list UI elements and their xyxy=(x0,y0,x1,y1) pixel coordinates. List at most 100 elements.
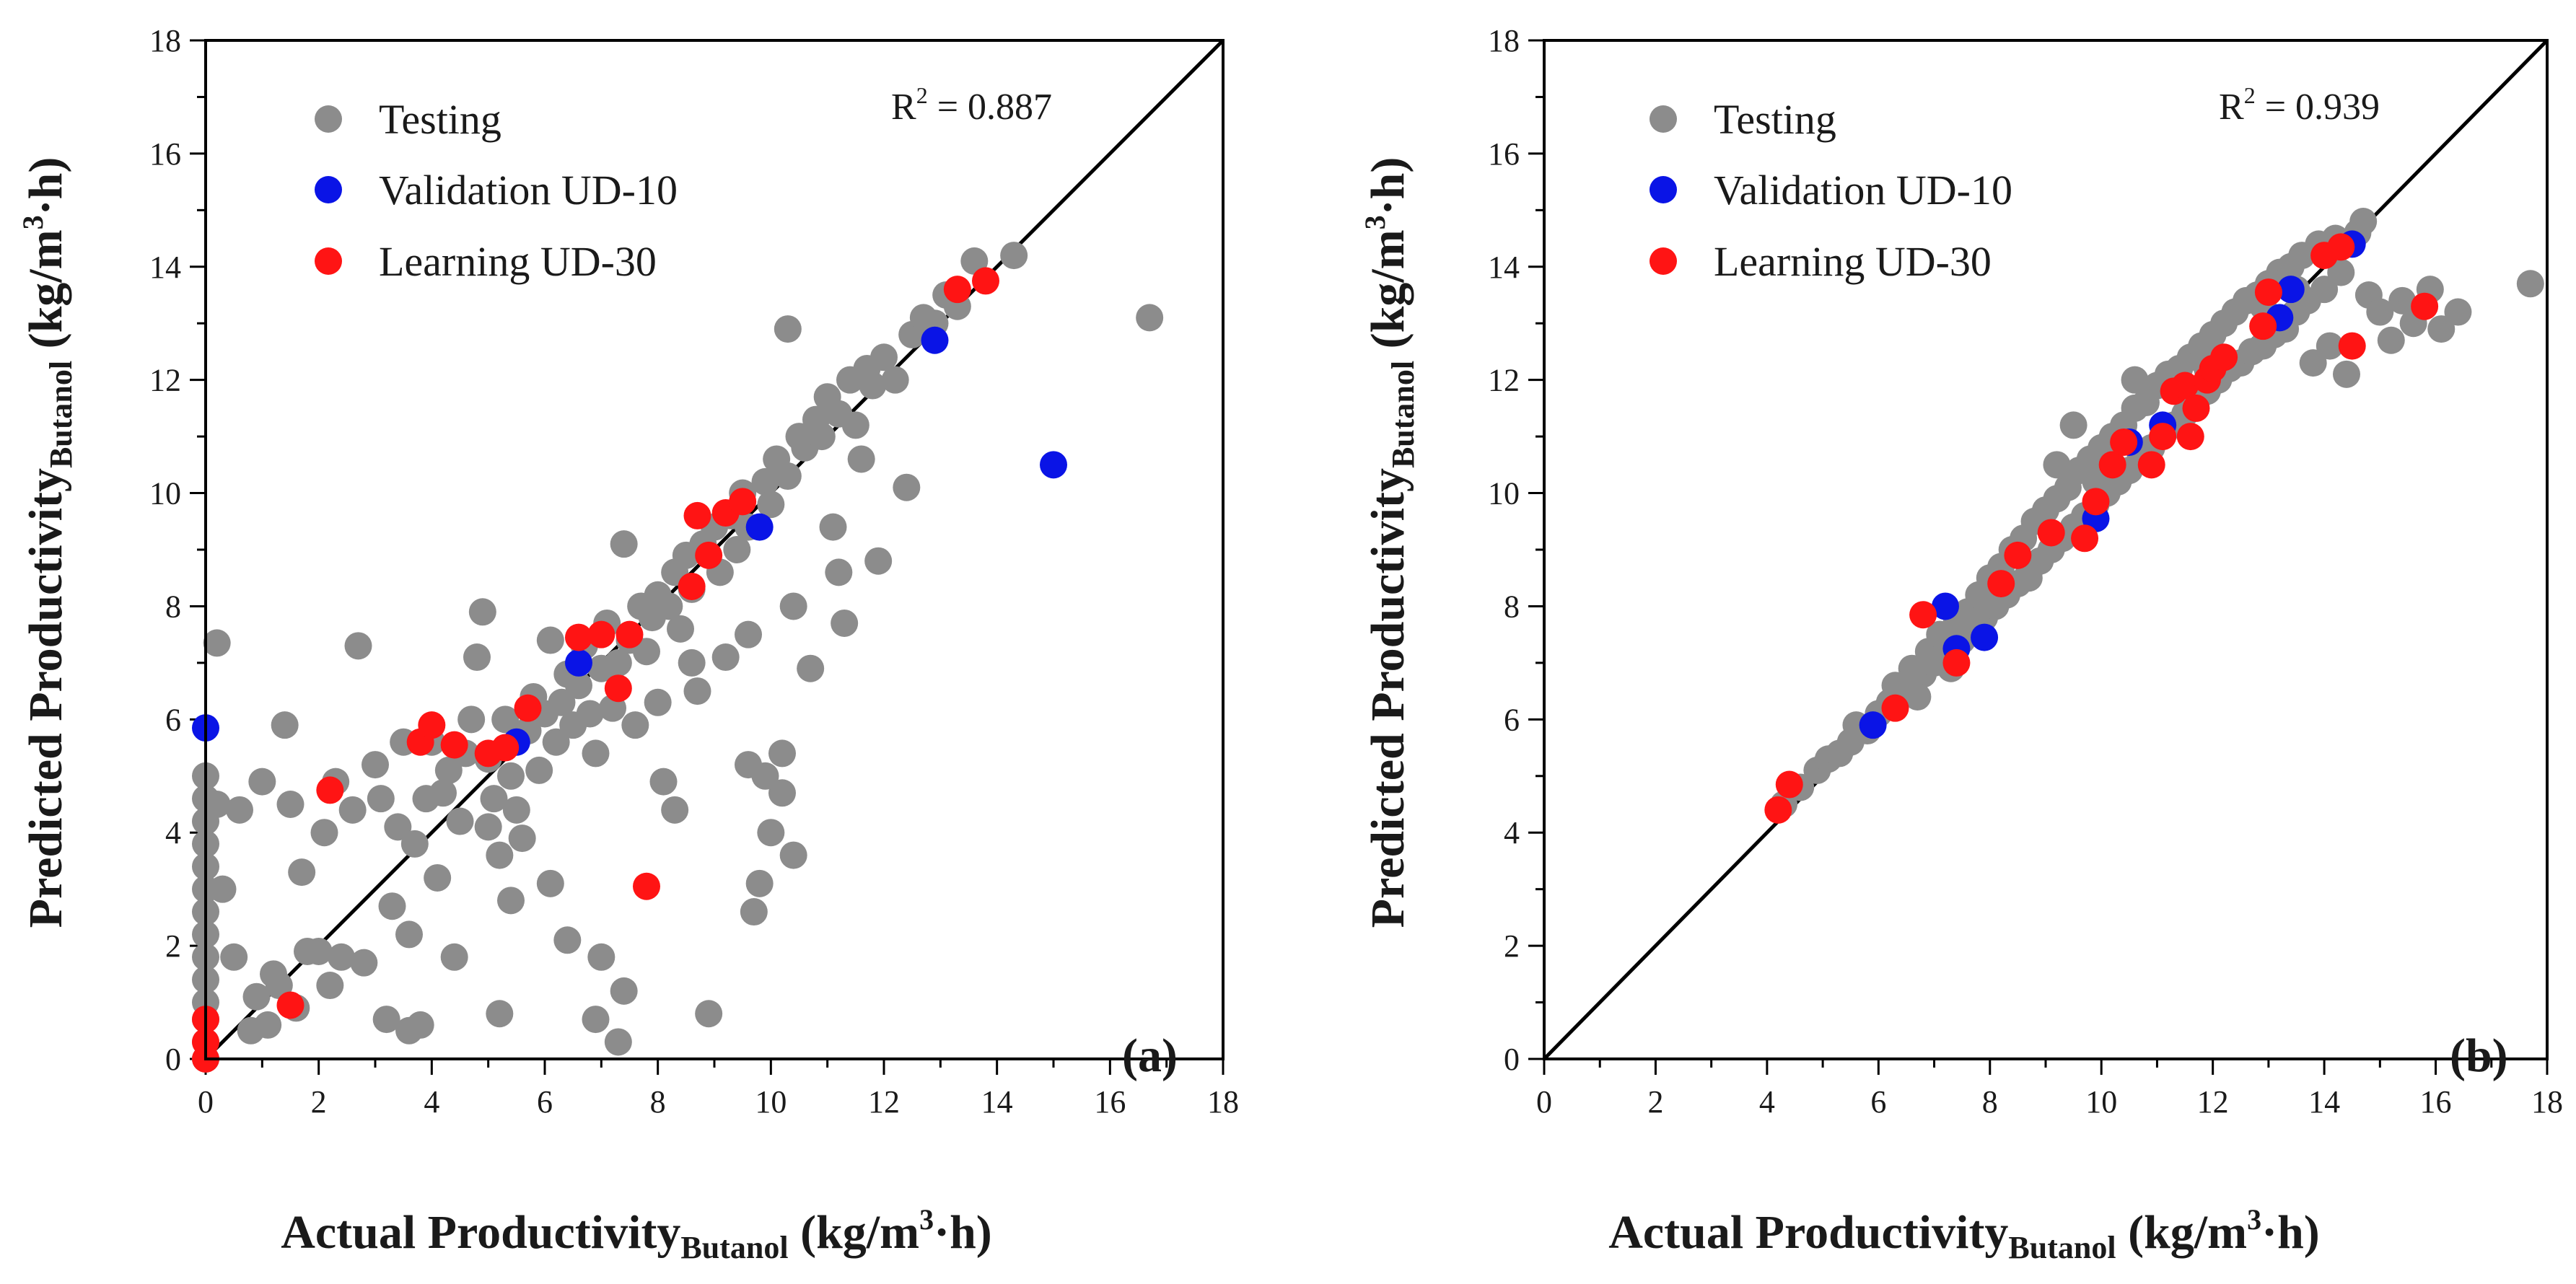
panel-b-validation-point xyxy=(2277,276,2305,304)
panel-a-testing-point xyxy=(542,728,570,756)
panel-b-r-squared: R2 = 0.939 xyxy=(2219,82,2380,128)
panel-a-x-tick-label: 8 xyxy=(650,1084,666,1120)
panel-a-legend-marker-validation xyxy=(315,176,342,203)
panel-a-testing-point xyxy=(683,677,711,705)
panel-a-testing-point xyxy=(209,875,237,903)
panel-a-legend-marker-testing xyxy=(315,105,342,133)
panel-a-testing-point xyxy=(621,711,649,739)
panel-b-x-tick-label: 12 xyxy=(2197,1084,2229,1120)
panel-a-testing-point xyxy=(768,739,796,768)
panel-b-y-axis-title: Predicted ProductivityButanol (kg/m3·h) xyxy=(1359,157,1421,928)
panel-b-learning-point xyxy=(2071,524,2099,553)
panel-b-learning-point xyxy=(2176,423,2204,451)
panel-a-validation-point xyxy=(1040,451,1067,479)
panel-b-testing-point xyxy=(2316,332,2344,360)
panel-b-xlabel-unit: (kg/m xyxy=(2116,1206,2248,1259)
panel-a-y-tick-label: 14 xyxy=(149,250,181,285)
panel-b-r2-letter: R xyxy=(2219,87,2244,128)
panel-b-learning-point xyxy=(2210,343,2238,371)
panel-a-testing-point xyxy=(859,371,887,400)
panel-a-r2-letter: R xyxy=(891,87,916,128)
panel-a-learning-point xyxy=(418,711,446,739)
panel-a-testing-point xyxy=(242,982,271,1011)
panel-a-learning-point xyxy=(695,541,723,569)
panel-a-testing-point xyxy=(463,643,491,672)
panel-a-r2-sup: 2 xyxy=(916,82,928,108)
panel-b-learning-point xyxy=(2149,423,2177,451)
panel-a-validation-point xyxy=(565,648,592,677)
panel-a-testing-point xyxy=(536,626,564,654)
panel-a-x-tick-label: 2 xyxy=(311,1084,327,1120)
panel-a-learning-point xyxy=(276,991,305,1019)
panel-a-learning-point xyxy=(633,872,660,900)
panel-a-testing-point xyxy=(203,629,231,657)
panel-a-testing-point xyxy=(378,892,406,920)
panel-b-legend-marker-learning xyxy=(1650,247,1677,275)
panel-a-testing-point xyxy=(633,638,660,666)
panel-a-testing-point xyxy=(1136,304,1164,332)
panel-b-testing-point xyxy=(2349,208,2378,236)
panel-b-x-axis-title: Actual ProductivityButanol (kg/m3·h) xyxy=(1608,1203,2320,1265)
panel-a-testing-point xyxy=(457,705,486,734)
panel-b-testing-point xyxy=(2310,276,2339,304)
panel-a-testing-point xyxy=(548,688,576,716)
panel-b-learning-point xyxy=(2082,488,2110,516)
panel-b-learning-point xyxy=(2137,451,2165,479)
panel-a-testing-point xyxy=(870,343,898,371)
panel-b-learning-point xyxy=(1942,648,1971,677)
panel-b-testing-point xyxy=(2082,467,2110,496)
panel-a-points xyxy=(192,242,1164,1073)
panel-b-x-tick-label: 2 xyxy=(1647,1084,1663,1120)
panel-b-xlabel-unit-end: ·h) xyxy=(2261,1206,2320,1259)
panel-a-xlabel-sub: Butanol xyxy=(680,1230,788,1265)
panel-a-x-tick-label: 16 xyxy=(1094,1084,1126,1120)
panel-a-testing-point xyxy=(480,785,508,813)
panel-a-testing-point xyxy=(328,943,355,971)
panel-a-x-tick-label: 14 xyxy=(981,1084,1013,1120)
panel-a-testing-point xyxy=(220,943,248,971)
panel-a-validation-point xyxy=(745,513,774,541)
panel-a-testing-point xyxy=(288,858,316,887)
panel-b-testing-point xyxy=(2015,564,2043,592)
panel-b-points xyxy=(1764,208,2544,824)
panel-b-y-tick-label: 8 xyxy=(1504,589,1520,624)
panel-b-r2-sup: 2 xyxy=(2244,82,2256,108)
panel-a-y-tick-label: 16 xyxy=(149,136,181,172)
panel-a-testing-point xyxy=(310,819,338,847)
panel-a-testing-point xyxy=(644,688,672,716)
panel-a-ylabel-sub: Butanol xyxy=(43,361,79,468)
panel-a-testing-point xyxy=(751,762,779,790)
panel-a-learning-point xyxy=(316,776,344,804)
panel-a-legend-label-validation: Validation UD-10 xyxy=(379,167,678,214)
panel-a-testing-point xyxy=(362,751,389,779)
panel-b-x-tick-label: 4 xyxy=(1759,1084,1775,1120)
panel-b-label: (b) xyxy=(2450,1029,2508,1082)
panel-a-y-tick-label: 2 xyxy=(165,928,181,964)
panel-a-xlabel-unit-end: ·h) xyxy=(934,1206,992,1259)
panel-a-learning-point xyxy=(491,734,520,762)
panel-b-y-tick-label: 16 xyxy=(1488,136,1520,172)
panel-b-xlabel-main: Actual Productivity xyxy=(1608,1206,2008,1259)
panel-a-legend-label-testing: Testing xyxy=(379,96,501,143)
panel-a-learning-point xyxy=(678,572,706,600)
panel-a-label: (a) xyxy=(1122,1029,1178,1082)
panel-a-testing-point xyxy=(446,807,474,835)
panel-a-plot-frame xyxy=(204,39,1225,1060)
panel-a-testing-point xyxy=(819,513,847,541)
panel-b-legend-marker-validation xyxy=(1650,176,1677,203)
panel-a-testing-point xyxy=(757,819,785,847)
panel-a-testing-point xyxy=(367,785,395,813)
panel-a-testing-point xyxy=(667,615,694,643)
panel-a-learning-point xyxy=(729,488,757,516)
panel-a-ticks: 0 2 4 6 8 10 12 14 16 18 0 2 4 6 8 10 12 14 16 18 xyxy=(149,23,1239,1120)
panel-a-x-tick-label: 10 xyxy=(755,1084,787,1120)
panel-a-x-tick-label: 6 xyxy=(537,1084,553,1120)
panel-b-legend-label-testing: Testing xyxy=(1714,96,1836,143)
panel-a-testing-point xyxy=(372,1006,400,1034)
panel-a-testing-point xyxy=(582,739,610,768)
panel-a-testing-point xyxy=(745,869,774,897)
panel-b-learning-point xyxy=(1987,570,2015,598)
panel-b-y-tick-label: 12 xyxy=(1488,363,1520,398)
panel-a-testing-point xyxy=(582,1006,610,1034)
